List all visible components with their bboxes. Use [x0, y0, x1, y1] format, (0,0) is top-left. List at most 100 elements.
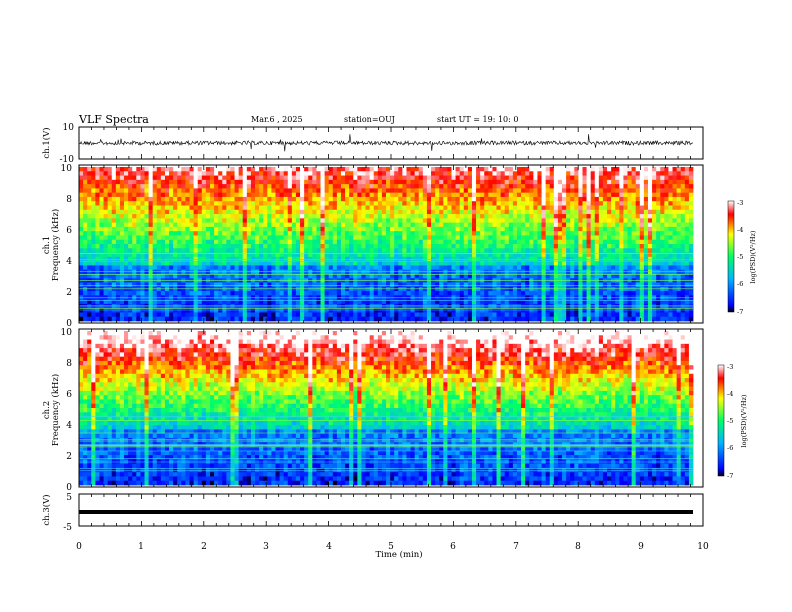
spectrogram-cell — [136, 179, 141, 185]
spectrogram-cell — [160, 196, 166, 202]
spectrogram-cell — [160, 265, 166, 271]
spectrogram-cell — [668, 261, 673, 266]
spectrogram-cell — [508, 252, 514, 258]
spectrogram-cell — [152, 171, 158, 176]
spectrogram-cell — [643, 192, 649, 198]
spectrogram-cell — [619, 256, 624, 262]
spectrogram-cell — [320, 209, 325, 215]
spectrogram-cell — [373, 269, 379, 275]
spectrogram-cell — [496, 239, 502, 245]
spectrogram-cell — [451, 303, 456, 309]
spectrogram-cell — [357, 218, 362, 224]
spectrogram-cell — [680, 252, 686, 258]
spectrogram-cell — [156, 273, 162, 279]
spectrogram-cell — [173, 269, 178, 275]
spectrogram-cell — [627, 214, 632, 219]
spectrogram-cell — [222, 244, 227, 249]
spectrogram-cell — [521, 282, 526, 288]
spectrogram-cell — [222, 167, 227, 172]
spectrogram-cell — [181, 171, 186, 176]
spectrogram-cell — [447, 239, 452, 245]
spectrogram-cell — [431, 252, 436, 258]
spectrogram-cell — [287, 205, 293, 211]
spectrogram-cell — [255, 196, 260, 202]
spectrogram-cell — [443, 214, 448, 219]
spectrogram-cell — [79, 222, 84, 228]
spectrogram-cell — [431, 239, 436, 245]
spectrogram-cell — [169, 282, 174, 288]
spectrogram-cell — [259, 205, 264, 211]
spectrogram-cell — [275, 222, 280, 228]
spectrogram-cell — [345, 184, 350, 189]
spectrogram-cell — [484, 265, 489, 271]
spectrogram-cell — [148, 244, 154, 249]
spectrogram-cell — [676, 175, 682, 181]
spectrogram-cell — [169, 239, 174, 245]
spectrogram-cell — [201, 222, 207, 228]
spectrogram-cell — [250, 269, 256, 275]
spectrogram-cell — [386, 184, 391, 189]
spectrogram-cell — [87, 192, 92, 198]
spectrogram-cell — [140, 231, 145, 236]
spectrogram-cell — [164, 226, 170, 232]
spectrogram-cell — [615, 222, 620, 228]
spectrogram-cell — [688, 167, 694, 172]
spectrogram-cell — [615, 269, 620, 275]
spectrogram-cell — [279, 273, 285, 279]
spectrogram-cell — [340, 282, 346, 288]
spectrogram-cell — [463, 286, 469, 292]
spectrogram-cell — [115, 273, 121, 279]
spectrogram-cell — [246, 184, 252, 189]
spectrogram-cell — [631, 231, 637, 236]
spectrogram-cell — [226, 239, 231, 245]
spectrogram-cell — [115, 252, 121, 258]
spectrogram-cell — [635, 231, 641, 236]
spectrogram-cell — [345, 303, 350, 309]
spectrogram-cell — [324, 252, 330, 258]
spectrogram-cell — [488, 299, 493, 305]
spectrogram-cell — [623, 235, 628, 241]
spectrogram-cell — [545, 248, 551, 253]
spectrogram-cell — [181, 214, 186, 219]
spectrogram-cell — [222, 175, 227, 181]
spectrogram-cell — [193, 244, 199, 249]
spectrogram-cell — [255, 273, 260, 279]
spectrogram-cell — [124, 231, 129, 236]
spectrogram-cell — [586, 252, 592, 258]
spectrogram-cell — [320, 179, 325, 185]
spectrogram-cell — [250, 214, 256, 219]
spectrogram-cell — [574, 299, 579, 305]
spectrogram-cell — [390, 256, 395, 262]
spectrogram-cell — [275, 286, 280, 292]
spectrogram-cell — [300, 209, 305, 215]
spectrogram-cell — [664, 184, 669, 189]
spectrogram-cell — [492, 179, 497, 185]
spectrogram-cell — [361, 273, 366, 279]
spectrogram-cell — [439, 205, 444, 211]
spectrogram-cell — [431, 269, 436, 275]
spectrogram-cell — [279, 192, 285, 198]
spectrogram-cell — [99, 167, 104, 172]
spectrogram-cell — [582, 235, 587, 241]
spectrogram-cell — [562, 265, 567, 271]
spectrogram-cell — [631, 261, 637, 266]
spectrogram-cell — [447, 188, 452, 194]
spectrogram-cell — [189, 192, 195, 198]
spectrogram-cell — [549, 209, 555, 215]
spectrogram-cell — [95, 205, 100, 211]
spectrogram-cell — [83, 239, 88, 245]
spectrogram-cell — [476, 265, 481, 271]
spectrogram-cell — [124, 252, 129, 258]
spectrogram-cell — [557, 239, 563, 245]
spectrogram-cell — [672, 303, 678, 309]
spectrogram-cell — [586, 291, 592, 296]
spectrogram-cell — [406, 171, 411, 176]
spectrogram-cell — [246, 248, 252, 253]
spectrogram-cell — [496, 256, 502, 262]
spectrogram-cell — [500, 201, 506, 206]
spectrogram-cell — [193, 179, 199, 185]
spectrogram-cell — [398, 188, 403, 194]
spectrogram-cell — [607, 196, 612, 202]
spectrogram-cell — [647, 218, 653, 224]
spectrogram-cell — [480, 252, 485, 258]
